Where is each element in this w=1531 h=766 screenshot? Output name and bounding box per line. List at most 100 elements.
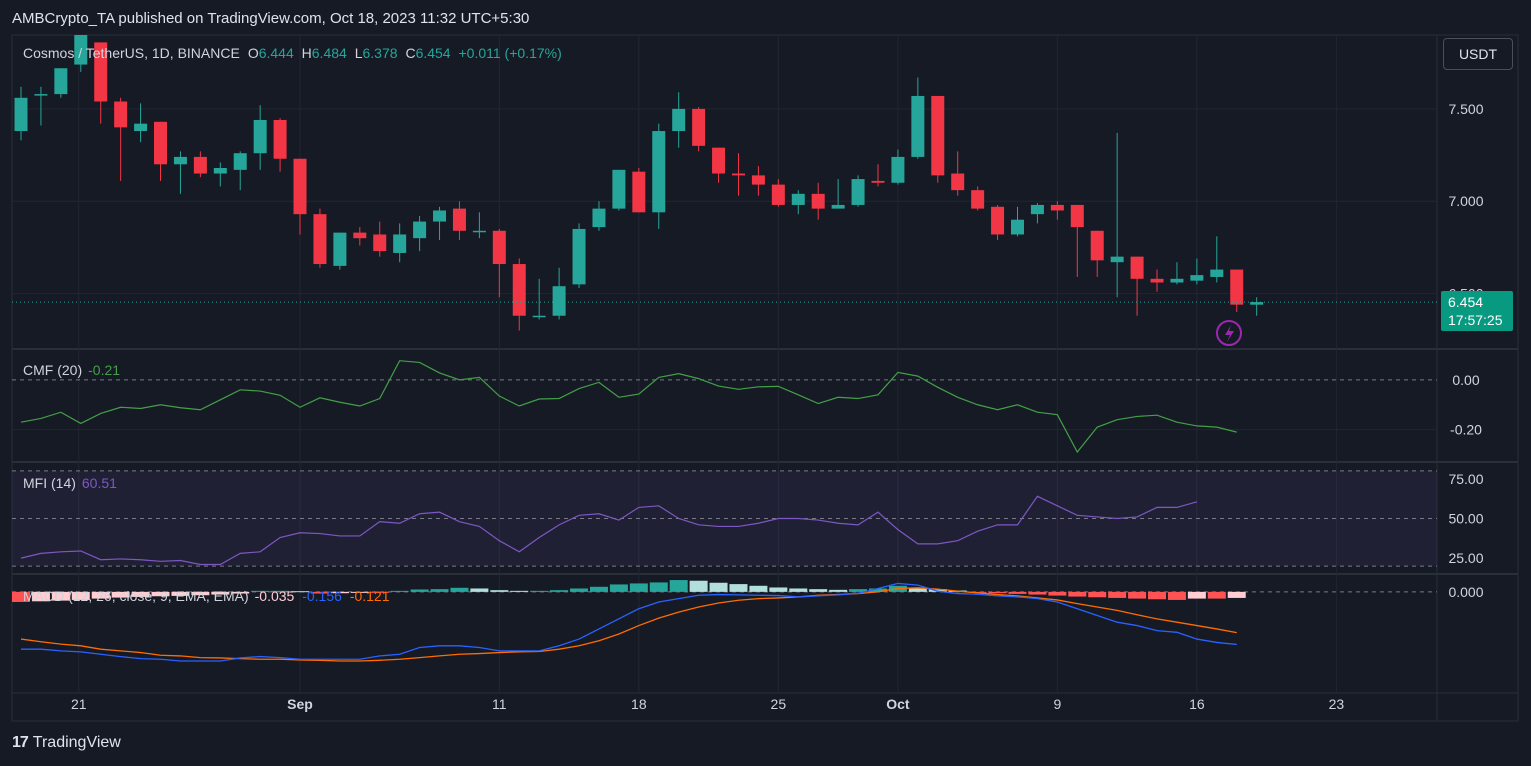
candle-body bbox=[492, 230, 506, 265]
macd-axis-label: 0.000 bbox=[1448, 584, 1483, 600]
macd-histogram-bar bbox=[410, 589, 429, 592]
macd-histogram-bar bbox=[91, 591, 110, 599]
candle-body bbox=[114, 101, 128, 128]
high-value: 6.484 bbox=[311, 45, 347, 61]
macd-histogram-bar bbox=[171, 591, 190, 596]
macd-histogram-bar bbox=[490, 590, 509, 592]
time-axis-label: Sep bbox=[287, 696, 313, 712]
candle-body bbox=[413, 221, 427, 239]
candle-body bbox=[851, 179, 865, 205]
macd-histogram-bar bbox=[1227, 591, 1246, 598]
macd-histogram-bar bbox=[589, 586, 608, 592]
mfi-line bbox=[20, 495, 1198, 566]
candle-body bbox=[692, 108, 706, 146]
candle-body bbox=[712, 147, 726, 174]
candle-body bbox=[373, 234, 387, 252]
macd-histogram-bar bbox=[689, 580, 708, 592]
candle-body bbox=[1011, 219, 1024, 235]
candle-body bbox=[931, 95, 945, 176]
candle-body bbox=[592, 208, 606, 228]
candle-body bbox=[612, 169, 626, 209]
candle-body bbox=[991, 206, 1005, 235]
macd-histogram-bar bbox=[131, 591, 150, 597]
macd-histogram-bar bbox=[151, 591, 170, 597]
time-axis-label: 21 bbox=[71, 696, 87, 712]
macd-histogram-bar bbox=[1148, 591, 1167, 600]
flash-icon bbox=[1216, 320, 1242, 346]
cmf-line bbox=[20, 360, 1237, 454]
macd-histogram-bar bbox=[390, 590, 409, 592]
macd-histogram-bar bbox=[709, 582, 728, 592]
candle-body bbox=[173, 156, 187, 165]
candle-body bbox=[14, 97, 28, 132]
low-label: L bbox=[354, 45, 363, 61]
candle-body bbox=[1250, 302, 1264, 305]
candle-body bbox=[253, 119, 267, 154]
macd-hist-value: -0.035 bbox=[254, 588, 295, 604]
candle-body bbox=[951, 173, 965, 191]
candle-body bbox=[94, 42, 108, 102]
macd-label[interactable]: MACD (12, 26, close, 9, EMA, EMA) bbox=[23, 588, 249, 604]
candle-body bbox=[1110, 256, 1124, 263]
close-value: 6.454 bbox=[415, 45, 451, 61]
macd-histogram-bar bbox=[729, 584, 748, 592]
candle-body bbox=[1210, 269, 1224, 277]
symbol-name[interactable]: Cosmos / TetherUS, 1D, BINANCE bbox=[23, 45, 240, 61]
macd-histogram-bar bbox=[1128, 591, 1147, 599]
macd-histogram-bar bbox=[868, 588, 887, 592]
cmf-axis-label: 0.00 bbox=[1452, 372, 1479, 388]
mfi-label[interactable]: MFI (14) bbox=[23, 475, 76, 491]
candle-body bbox=[652, 131, 666, 213]
candle-body bbox=[1190, 275, 1204, 281]
high-label: H bbox=[301, 45, 312, 61]
macd-histogram-bar bbox=[1028, 591, 1047, 595]
candle-body bbox=[1070, 204, 1084, 228]
time-axis-label: 9 bbox=[1053, 696, 1061, 712]
bar-countdown: 17:57:25 bbox=[1448, 312, 1503, 329]
macd-histogram-bar bbox=[908, 587, 927, 592]
macd-histogram-bar bbox=[251, 590, 270, 592]
time-axis-label: 18 bbox=[631, 696, 647, 712]
macd-histogram-bar bbox=[1187, 591, 1206, 599]
symbol-legend: Cosmos / TetherUS, 1D, BINANCE O6.444 H6.… bbox=[23, 45, 566, 61]
macd-histogram-bar bbox=[31, 591, 50, 602]
macd-histogram-bar bbox=[1108, 591, 1127, 598]
mfi-axis-label: 25.00 bbox=[1448, 550, 1483, 566]
mfi-value: 60.51 bbox=[81, 475, 117, 491]
currency-button[interactable]: USDT bbox=[1443, 38, 1513, 70]
macd-histogram-bar bbox=[829, 589, 848, 592]
candle-body bbox=[472, 230, 486, 233]
tradingview-brand[interactable]: 17 TradingView bbox=[12, 734, 121, 752]
candle-body bbox=[1170, 278, 1184, 283]
candle-body bbox=[154, 121, 168, 165]
candle-body bbox=[233, 153, 247, 170]
macd-histogram-bar bbox=[51, 591, 70, 601]
macd-histogram-bar bbox=[510, 590, 529, 592]
cmf-value: -0.21 bbox=[88, 362, 121, 378]
macd-histogram-bar bbox=[211, 591, 230, 595]
candle-body bbox=[293, 158, 307, 215]
candle-body bbox=[193, 156, 207, 174]
candle-body bbox=[74, 35, 88, 65]
cmf-label[interactable]: CMF (20) bbox=[23, 362, 83, 378]
macd-histogram-bar bbox=[1207, 591, 1226, 599]
macd-histogram-bar bbox=[350, 591, 369, 593]
macd-legend: MACD (12, 26, close, 9, EMA, EMA) -0.035 … bbox=[23, 588, 394, 604]
candle-body bbox=[1130, 256, 1144, 279]
chart-frame bbox=[11, 34, 1519, 722]
candle-body bbox=[433, 210, 447, 222]
macd-histogram-bar bbox=[450, 587, 469, 592]
change-value: +0.011 (+0.17%) bbox=[458, 45, 562, 61]
candle-body bbox=[1230, 269, 1244, 305]
time-axis-label: 23 bbox=[1329, 696, 1345, 712]
candle-body bbox=[393, 234, 407, 253]
macd-histogram-bar bbox=[370, 591, 389, 593]
macd-histogram-bar bbox=[669, 580, 688, 592]
macd-histogram-bar bbox=[1068, 591, 1087, 597]
open-value: 6.444 bbox=[258, 45, 294, 61]
candle-body bbox=[273, 119, 287, 159]
mfi-axis-label: 75.00 bbox=[1448, 471, 1483, 487]
macd-signal-value: -0.121 bbox=[349, 588, 390, 604]
candle-body bbox=[34, 94, 48, 96]
